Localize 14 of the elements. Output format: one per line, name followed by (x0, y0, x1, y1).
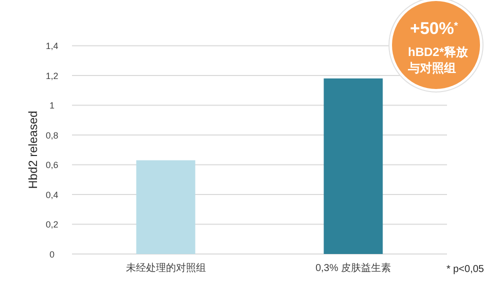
text: * p<0,05 (446, 264, 484, 275)
y-axis-title: Hbd2 released (26, 110, 40, 189)
text: +50%$^{*}$ (410, 19, 458, 38)
y-tick-label: 1,2 (46, 70, 58, 81)
y-tick-label: 1,4 (46, 41, 58, 52)
x-tick-label: 未经处理的对照组 (126, 262, 206, 274)
x-tick-label: 0,3% 皮肤益生素 (315, 262, 392, 274)
y-tick-label: 0,4 (46, 190, 58, 200)
y-tick-label: 0,8 (46, 130, 58, 140)
y-tick-label: 0 (49, 250, 55, 260)
y-tick-label: 1 (49, 100, 55, 111)
y-tick-label: 0,2 (46, 220, 58, 230)
annotation: hBD2*释放与对照组 (408, 44, 470, 76)
y-tick-label: 0,6 (46, 160, 58, 170)
